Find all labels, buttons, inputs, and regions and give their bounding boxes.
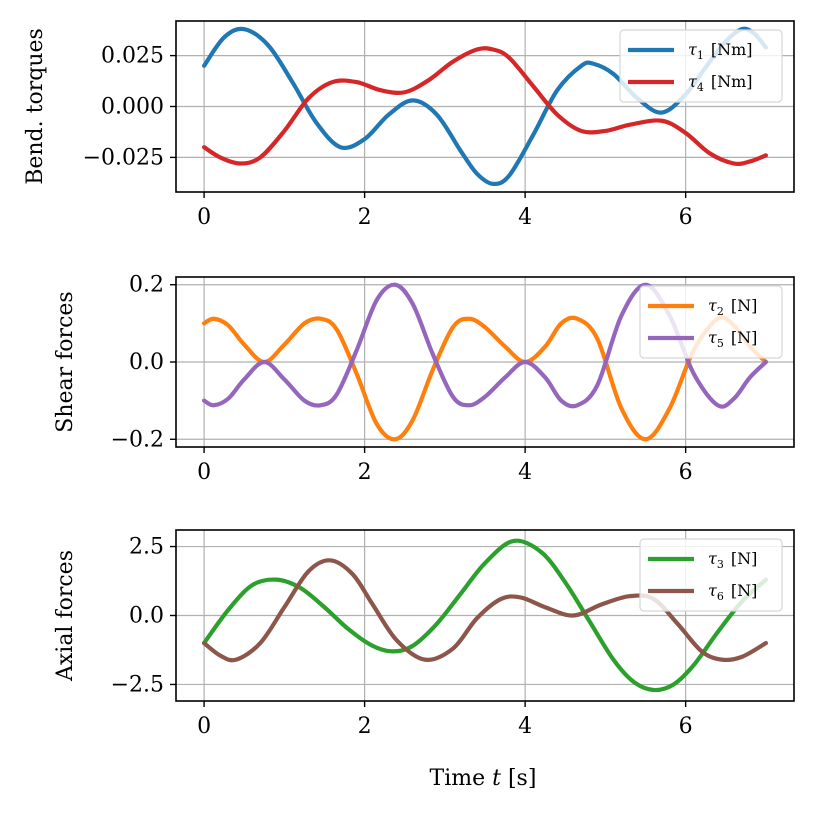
x-tick-label: 0: [197, 205, 211, 230]
x-axis-label: Time t [s]: [430, 766, 537, 791]
x-tick-label: 6: [679, 205, 693, 230]
legend-label-tau-5: τ5 [N]: [708, 328, 757, 350]
series-line-tau-3: [201, 538, 769, 693]
y-tick-label: −0.025: [83, 145, 164, 170]
y-tick-label: 0.2: [129, 273, 164, 298]
legend-label-tau-2: τ2 [N]: [708, 296, 757, 318]
y-tick-label: 0.025: [101, 44, 164, 69]
x-tick-label: 6: [679, 460, 693, 485]
x-tick-label: 6: [679, 714, 693, 739]
y-tick-label: −0.2: [111, 427, 164, 452]
x-tick-label: 4: [518, 714, 532, 739]
legend-label-tau-1: τ1 [Nm]: [688, 40, 753, 62]
legend: τ3 [N] τ6 [N]: [639, 538, 783, 612]
panel-3: 0 2 4 6 2.5 0.0 −2.5 Axial forces Time t [s] τ3 [N…: [53, 529, 795, 791]
legend-label-tau-3: τ3 [N]: [708, 549, 757, 571]
y-tick-label: 0.0: [129, 604, 164, 629]
x-tick-label: 4: [518, 460, 532, 485]
legend-label-tau-4: τ4 [Nm]: [688, 72, 753, 94]
x-tick-label: 4: [518, 205, 532, 230]
x-tick-label: 2: [358, 714, 372, 739]
y-axis-label: Shear forces: [53, 291, 78, 432]
y-axis-label: Bend. torques: [23, 28, 48, 185]
series-line-tau-4: [201, 46, 769, 167]
y-tick-label: −2.5: [111, 672, 164, 697]
x-tick-label: 2: [358, 460, 372, 485]
y-tick-label: 0.000: [101, 95, 164, 120]
panel-2: 0 2 4 6 0.2 0.0 −0.2 Shear forces τ2 [N] τ5 [N]: [53, 273, 795, 485]
series-group: [201, 538, 769, 693]
x-tick-label: 0: [197, 460, 211, 485]
x-tick-label: 2: [358, 205, 372, 230]
y-tick-label: 2.5: [129, 535, 164, 560]
legend: τ2 [N] τ5 [N]: [639, 285, 783, 359]
x-tick-label: 0: [197, 714, 211, 739]
y-tick-label: 0.0: [129, 350, 164, 375]
legend: τ1 [Nm] τ4 [Nm]: [619, 29, 783, 103]
y-axis-label: Axial forces: [53, 550, 78, 682]
legend-label-tau-6: τ6 [N]: [708, 581, 757, 603]
series-line-tau-6: [201, 558, 769, 663]
series-line-tau-2: [201, 315, 769, 442]
